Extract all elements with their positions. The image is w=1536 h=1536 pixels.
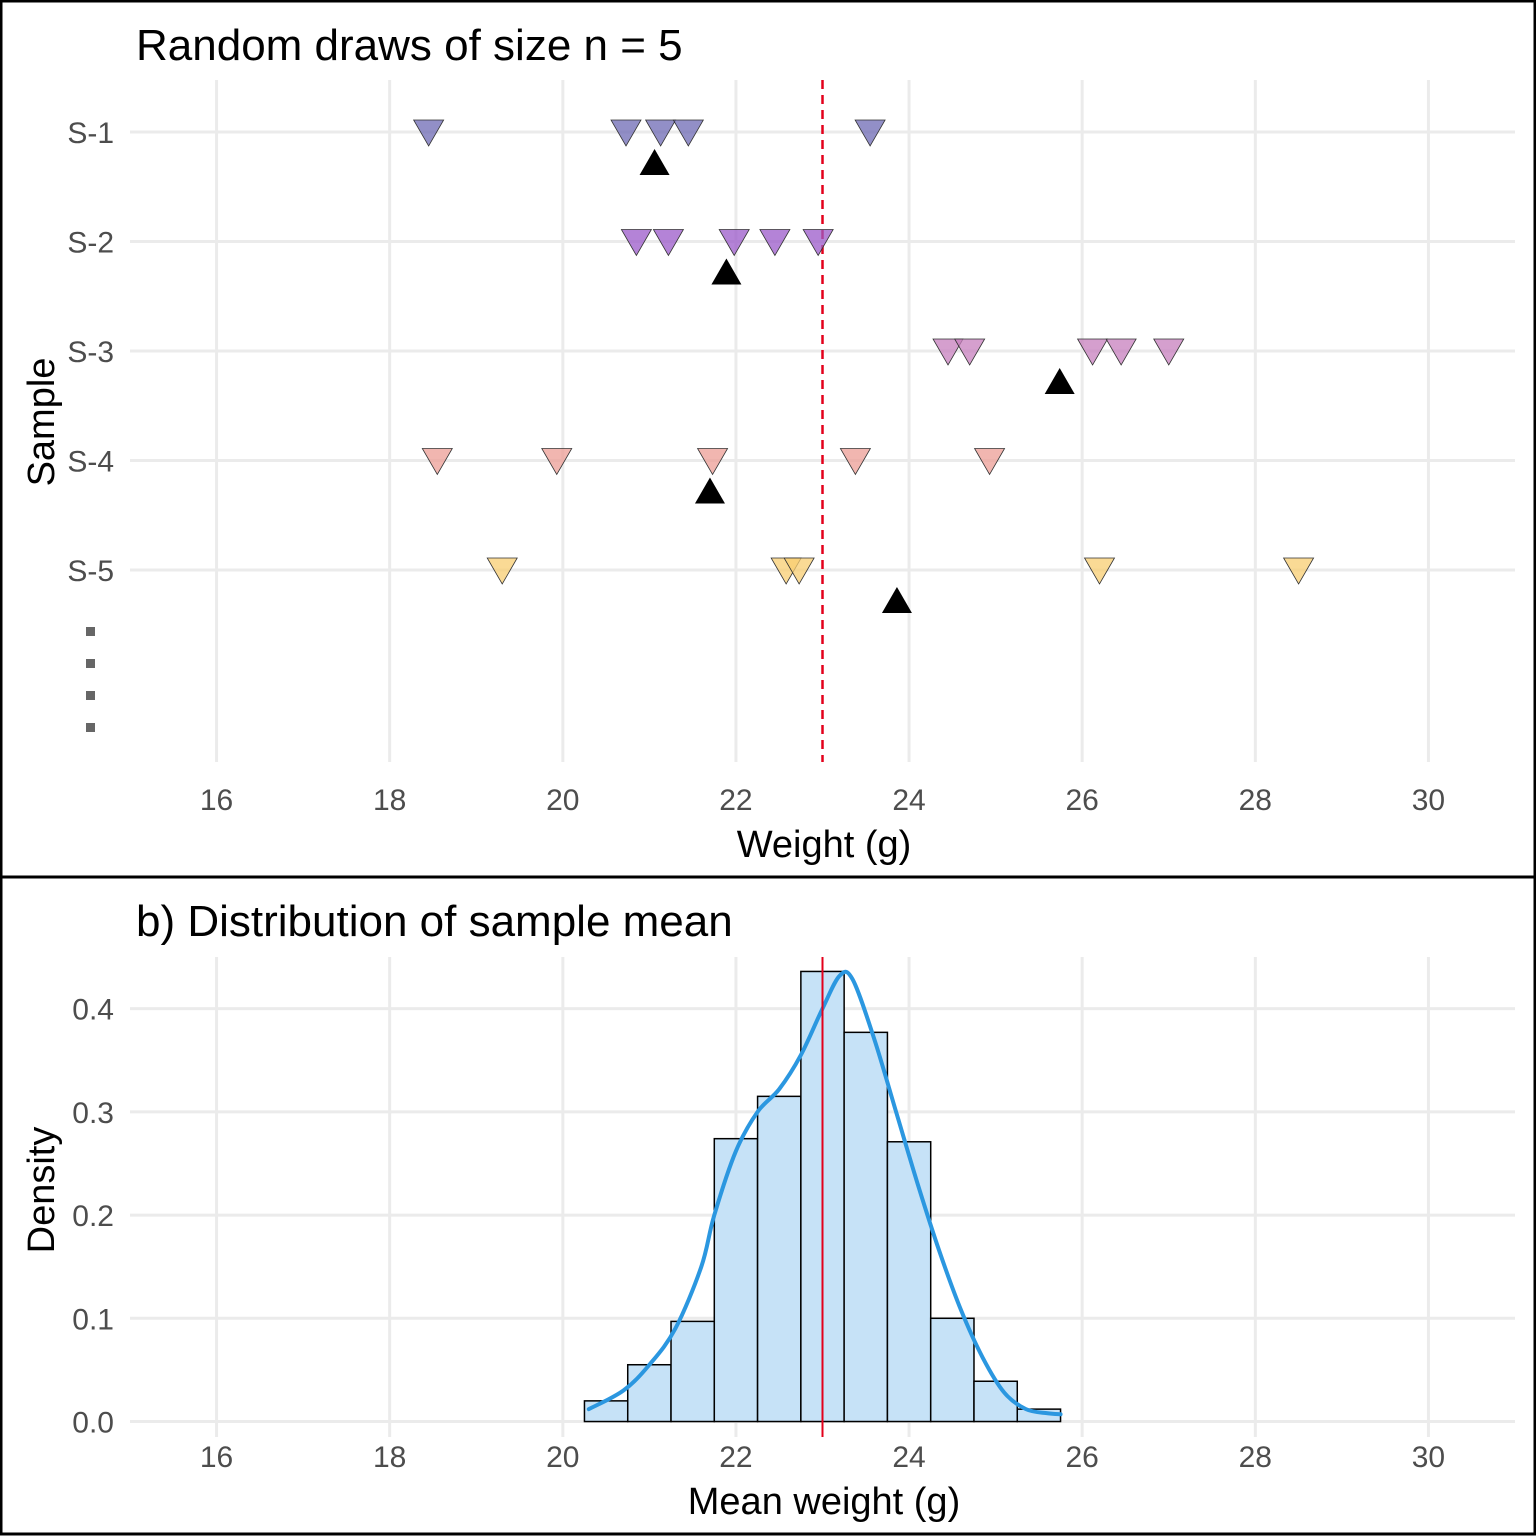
sample-5-point-4 <box>1083 557 1116 585</box>
histogram-bar-2 <box>626 1363 672 1423</box>
ellipsis-dot-1 <box>86 627 95 636</box>
sample-2-point-4 <box>759 229 791 257</box>
draws-y-tick-label-1: S-1 <box>67 117 114 150</box>
distribution-title: b) Distribution of sample mean <box>136 897 733 946</box>
sample-2-point-3 <box>718 229 750 257</box>
distribution-x-tick-label-0: 16 <box>200 1441 233 1474</box>
sample-1-point-5 <box>854 119 886 147</box>
draws-x-tick-label-2: 20 <box>546 784 579 817</box>
ellipsis-dot-4 <box>86 723 95 732</box>
distribution-y-tick-label-2: 0.2 <box>72 1200 114 1233</box>
sample-5-point-3 <box>783 557 815 585</box>
draws-x-tick-label-3: 22 <box>719 784 752 817</box>
sample-2-mean-marker <box>711 258 742 285</box>
histogram-bar-4 <box>713 1137 759 1423</box>
distribution-x-tick-label-3: 22 <box>719 1441 752 1474</box>
draws-x-tick-label-4: 24 <box>892 784 925 817</box>
draws-y-tick-label-3: S-3 <box>67 336 114 369</box>
draws-x-tick-label-1: 18 <box>373 784 406 817</box>
histogram-bar-1 <box>583 1400 629 1423</box>
sample-2-point-5 <box>802 229 834 257</box>
distribution-panel-border <box>0 875 1536 1536</box>
histogram-bar-5 <box>756 1095 802 1423</box>
density-curve <box>586 969 1063 1417</box>
draws-x-tick-label-0: 16 <box>200 784 233 817</box>
draws-y-axis-title: Sample <box>21 358 63 487</box>
sample-3-point-5 <box>1153 338 1185 366</box>
sample-4-point-1 <box>421 448 453 476</box>
sample-3-point-3 <box>1076 338 1109 366</box>
distribution-panel: b) Distribution of sample mean 0.0 0.1 0.2… <box>0 875 1536 1536</box>
distribution-x-tick-labels: 16 18 20 22 24 26 28 30 <box>200 1441 1445 1474</box>
histogram-bar-3 <box>670 1320 716 1423</box>
draws-x-tick-label-5: 26 <box>1066 784 1099 817</box>
draws-panel: Random draws of size n = 5 S-1S-2S-3S-4S… <box>0 0 1536 879</box>
sample-1-point-2 <box>610 119 642 147</box>
histogram-bar-7 <box>843 1031 889 1423</box>
distribution-x-tick-label-5: 26 <box>1066 1441 1099 1474</box>
sample-3-point-1 <box>932 338 964 366</box>
distribution-y-tick-label-0: 0.0 <box>72 1407 114 1440</box>
sample-4-point-5 <box>973 448 1006 476</box>
distribution-x-axis-title: Mean weight (g) <box>688 1481 960 1523</box>
sample-4-mean-marker <box>694 477 725 504</box>
sample-4-point-2 <box>541 448 573 476</box>
distribution-x-tick-label-2: 20 <box>546 1441 579 1474</box>
distribution-x-tick-label-4: 24 <box>892 1441 925 1474</box>
sample-4-point-4 <box>839 448 872 476</box>
density-curve-line <box>586 969 1063 1417</box>
draws-x-tick-labels: 16 18 20 22 24 26 28 30 <box>200 784 1445 817</box>
sample-5-point-5 <box>1282 557 1315 585</box>
histogram-bar-8 <box>886 1141 932 1423</box>
sample-2-point-1 <box>620 229 653 257</box>
sample-1-point-3 <box>644 119 677 147</box>
sample-1-point-4 <box>672 119 705 147</box>
draws-title: Random draws of size n = 5 <box>136 21 683 70</box>
distribution-x-tick-label-1: 18 <box>373 1441 406 1474</box>
distribution-x-tick-label-6: 28 <box>1239 1441 1272 1474</box>
draws-y-tick-labels: S-1 S-2 S-3 S-4 S-5 <box>67 117 114 588</box>
distribution-y-tick-label-1: 0.1 <box>72 1303 114 1336</box>
sample-3-point-4 <box>1105 338 1137 366</box>
histogram-bar-10 <box>973 1380 1019 1423</box>
sample-1-mean-marker <box>639 149 670 175</box>
sample-3-point-2 <box>953 338 986 366</box>
distribution-y-tick-label-4: 0.4 <box>72 994 114 1027</box>
draws-y-tick-label-2: S-2 <box>67 227 114 260</box>
ellipsis-marker <box>86 627 95 732</box>
distribution-y-axis-title: Density <box>21 1127 63 1254</box>
draws-y-tick-label-5: S-5 <box>67 555 114 588</box>
draws-gridlines <box>130 80 1515 762</box>
sample-1-point-1 <box>412 119 445 147</box>
distribution-y-tick-label-3: 0.3 <box>72 1097 114 1130</box>
histogram-bar-9 <box>929 1317 975 1423</box>
draws-y-tick-label-4: S-4 <box>67 446 114 479</box>
draws-x-axis-title: Weight (g) <box>737 824 912 866</box>
sample-4-point-3 <box>696 448 729 476</box>
draws-x-tick-label-6: 28 <box>1239 784 1272 817</box>
distribution-x-tick-label-7: 30 <box>1412 1441 1445 1474</box>
ellipsis-dot-2 <box>86 659 95 668</box>
draws-x-tick-label-7: 30 <box>1412 784 1445 817</box>
draws-points <box>412 119 1315 613</box>
sample-5-point-1 <box>486 557 518 585</box>
ellipsis-dot-3 <box>86 691 95 700</box>
sample-5-mean-marker <box>881 587 912 613</box>
sample-3-mean-marker <box>1044 368 1075 394</box>
distribution-y-tick-labels: 0.0 0.1 0.2 0.3 0.4 <box>72 994 114 1440</box>
sample-2-point-2 <box>652 229 685 257</box>
